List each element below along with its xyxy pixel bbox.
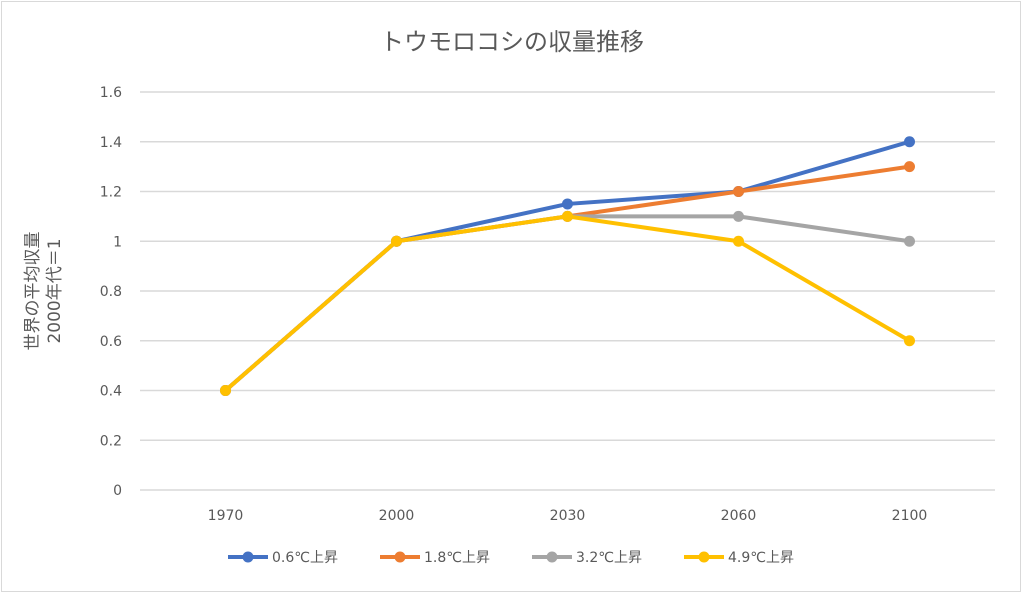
data-point <box>391 235 402 247</box>
y-axis-label-line-1: 世界の平均収量 <box>23 232 43 351</box>
legend-marker <box>394 551 406 563</box>
y-axis-label: 世界の平均収量 2000年代＝1 <box>23 232 65 351</box>
y-tick-label: 1 <box>113 234 122 250</box>
series-4 <box>220 210 915 396</box>
data-point <box>733 186 744 197</box>
data-point <box>733 235 744 247</box>
x-tick-label: 1970 <box>208 508 244 524</box>
data-point <box>562 210 573 222</box>
data-point <box>904 161 915 173</box>
data-point <box>904 136 915 148</box>
data-point <box>733 210 744 222</box>
data-point <box>904 335 915 347</box>
y-tick-label: 0.6 <box>100 334 122 350</box>
y-tick-label: 0.2 <box>100 433 122 449</box>
series-line <box>224 139 911 393</box>
legend-marker <box>242 551 254 563</box>
legend-label: 1.8℃上昇 <box>424 550 490 566</box>
series-2 <box>220 161 915 396</box>
data-point <box>562 198 573 210</box>
legend-label: 3.2℃上昇 <box>576 550 642 566</box>
x-tick-label: 2100 <box>892 508 928 524</box>
y-tick-label: 0.8 <box>100 284 122 300</box>
legend-item: 4.9℃上昇 <box>684 550 794 566</box>
chart-title: トウモロコシの収量推移 <box>380 28 644 56</box>
series-line <box>224 214 911 393</box>
x-tick-label: 2000 <box>379 508 415 524</box>
y-tick-label: 0.4 <box>100 384 122 400</box>
legend-label: 4.9℃上昇 <box>728 550 794 566</box>
y-tick-label: 1.2 <box>100 185 122 201</box>
legend-item: 0.6℃上昇 <box>228 550 338 566</box>
series-1 <box>220 136 915 396</box>
y-tick-label: 1.6 <box>100 85 122 101</box>
x-tick-label: 2060 <box>721 508 757 524</box>
y-axis-label-line-2: 2000年代＝1 <box>45 238 65 343</box>
x-tick-label: 2030 <box>550 508 586 524</box>
legend-marker <box>546 551 558 563</box>
y-tick-label: 0 <box>113 483 122 499</box>
data-point <box>904 235 915 247</box>
y-tick-label: 1.4 <box>100 135 122 151</box>
legend-item: 1.8℃上昇 <box>380 550 490 566</box>
legend-item: 3.2℃上昇 <box>532 550 642 566</box>
data-point <box>220 385 231 396</box>
legend-label: 0.6℃上昇 <box>272 550 338 566</box>
legend-marker <box>698 551 710 563</box>
